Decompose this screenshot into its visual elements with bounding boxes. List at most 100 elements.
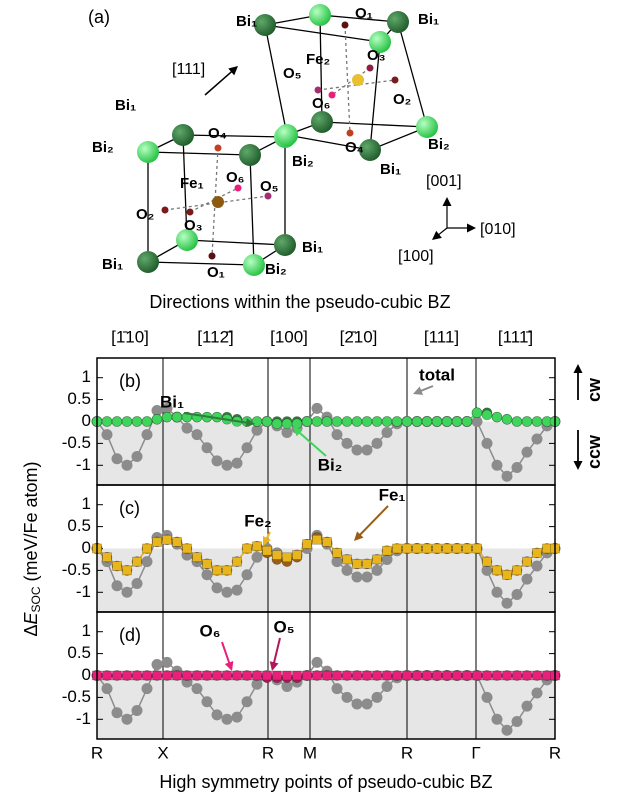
data-marker <box>112 561 122 571</box>
data-marker <box>331 556 343 568</box>
data-marker <box>411 416 423 427</box>
data-marker <box>131 416 143 427</box>
data-marker <box>341 437 353 449</box>
data-marker <box>262 670 272 681</box>
data-marker <box>491 411 503 423</box>
atom-sphere <box>264 192 272 200</box>
data-marker <box>222 670 232 681</box>
atom-sphere <box>359 139 381 161</box>
x-axis-title: High symmetry points of pseudo-cubic BZ <box>159 772 492 792</box>
atom-sphere <box>369 31 391 53</box>
atom-sphere <box>137 141 159 163</box>
direction-label: [001] <box>426 173 462 190</box>
negative-shade <box>97 675 555 739</box>
data-marker <box>161 656 173 668</box>
data-marker <box>101 416 113 427</box>
atom-label: O₁ <box>355 5 373 22</box>
y-axis-title-delta: Δ <box>21 625 41 637</box>
y-tick-label: 0 <box>82 538 91 557</box>
data-marker <box>132 556 142 567</box>
data-marker <box>512 670 522 681</box>
x-tick-label: M <box>303 743 317 762</box>
data-marker <box>451 416 463 427</box>
data-marker <box>302 670 312 681</box>
data-marker <box>102 670 112 681</box>
data-marker <box>322 537 332 547</box>
data-marker <box>251 551 263 563</box>
data-marker <box>262 545 272 556</box>
series-label: Fe₁ <box>379 485 406 504</box>
data-marker <box>121 713 133 725</box>
direction-label: [111] <box>424 327 459 346</box>
data-marker <box>521 573 533 585</box>
cube-edge <box>321 121 428 128</box>
data-marker <box>532 670 542 681</box>
atom-sphere <box>137 251 159 273</box>
direction-label: [111̄] <box>498 327 533 346</box>
data-marker <box>501 414 513 425</box>
data-marker <box>111 580 123 592</box>
data-marker <box>481 564 493 576</box>
data-marker <box>111 707 123 719</box>
atom-sphere <box>314 86 322 94</box>
x-tick-label: R <box>401 743 413 762</box>
atom-label: Bi₁ <box>302 239 323 256</box>
data-marker <box>152 537 162 547</box>
data-marker <box>202 670 212 681</box>
data-marker <box>491 586 503 598</box>
y-tick-label: 0.5 <box>67 643 91 662</box>
data-marker <box>431 416 443 427</box>
data-marker <box>351 444 363 456</box>
data-marker <box>111 453 123 465</box>
arrow-head <box>269 661 279 671</box>
data-marker <box>252 541 262 552</box>
data-marker <box>492 670 502 681</box>
data-marker <box>232 556 242 567</box>
data-marker <box>151 659 163 671</box>
data-marker <box>501 597 513 609</box>
y-tick-label: -1 <box>76 582 91 601</box>
crystal-structure: Bi₁ O₁ Bi₁ Fe₂ O₃ O₅ O₂ O₆ Bi₂ O₄ Bi₁ Bi₂ Bi₂ O₄ Bi₁ Fe… <box>92 4 516 281</box>
data-marker <box>361 698 373 710</box>
atom-label: O₁ <box>207 264 225 281</box>
data-marker <box>332 670 342 681</box>
direction-label: [2̄10] <box>340 327 378 346</box>
direction-label: [010] <box>480 221 516 238</box>
data-marker <box>292 670 302 681</box>
series-label: Fe₂ <box>244 511 271 530</box>
data-marker <box>222 565 232 576</box>
data-marker <box>302 539 312 549</box>
data-marker <box>382 545 392 556</box>
data-marker <box>131 451 143 463</box>
data-marker <box>452 670 462 681</box>
data-marker <box>472 670 482 681</box>
data-marker <box>212 565 222 576</box>
data-marker <box>351 698 363 710</box>
data-marker <box>282 670 292 681</box>
y-tick-label: 0 <box>82 665 91 684</box>
data-marker <box>171 411 183 423</box>
data-marker <box>131 705 143 717</box>
atom-label: Bi₂ <box>292 153 314 170</box>
atom-label: Fe₁ <box>180 175 204 192</box>
data-marker <box>162 670 172 681</box>
atom-sphere <box>341 21 349 29</box>
data-marker <box>531 687 543 699</box>
data-marker <box>372 670 382 681</box>
cube-edge <box>147 261 255 266</box>
arrow-head <box>224 661 234 671</box>
data-marker <box>341 564 353 576</box>
atom-sphere <box>366 64 374 72</box>
data-marker <box>311 656 323 668</box>
data-marker <box>231 457 243 469</box>
y-tick-label: -1 <box>76 455 91 474</box>
data-marker <box>511 588 523 600</box>
atom-sphere <box>352 74 364 86</box>
atom-label: O₃ <box>367 47 386 64</box>
atom-label: Bi₁ <box>236 13 257 30</box>
y-tick-label: 1 <box>82 621 91 640</box>
data-marker <box>492 565 502 576</box>
data-marker <box>422 670 432 681</box>
data-marker <box>151 414 163 425</box>
